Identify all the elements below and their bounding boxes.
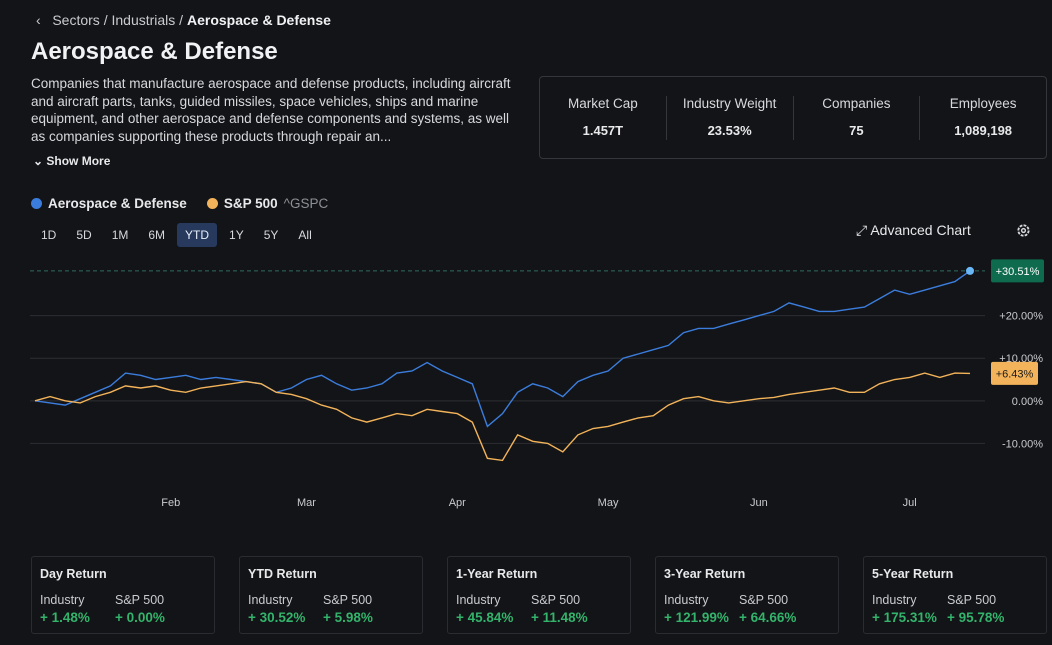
x-tick-label: Feb bbox=[161, 497, 180, 509]
sp-return: + 5.98% bbox=[323, 610, 373, 625]
range-button[interactable]: 1M bbox=[111, 228, 129, 242]
sp-return: + 11.48% bbox=[531, 610, 588, 625]
return-card: 1-Year Return Industry S&P 500 + 45.84% + 11… bbox=[447, 556, 631, 634]
return-card: Day Return Industry S&P 500 + 1.48% + 0.00% bbox=[31, 556, 215, 634]
chart: -10.00%0.00%+10.00%+20.00%Feb Mar Apr May Ju… bbox=[30, 259, 1044, 509]
sp-label: S&P 500 bbox=[947, 593, 997, 607]
stat: Market Cap 1.457T bbox=[540, 95, 667, 140]
breadcrumb: ‹ Sectors / Industrials / Aerospace & De… bbox=[36, 12, 331, 28]
page-title: Aerospace & Defense bbox=[31, 38, 278, 65]
sp-return: + 95.78% bbox=[947, 610, 1005, 625]
last-value-box bbox=[991, 259, 1044, 283]
industry-return: + 1.48% bbox=[40, 610, 90, 625]
show-more[interactable]: ⌄ Show More bbox=[33, 154, 111, 168]
stat: Companies 75 bbox=[794, 95, 921, 140]
legend-label: S&P 500 bbox=[223, 196, 278, 211]
card-title: 3-Year Return bbox=[664, 567, 746, 581]
legend-label: Aerospace & Defense bbox=[48, 196, 187, 211]
stat: Employees 1,089,198 bbox=[920, 96, 1046, 140]
stat-value: 1.457T bbox=[582, 122, 624, 138]
settings-icon[interactable] bbox=[1016, 223, 1031, 238]
y-tick-label: 0.00% bbox=[1012, 396, 1043, 408]
card-title: 1-Year Return bbox=[456, 567, 538, 581]
last-value-label: +6.43% bbox=[996, 368, 1034, 380]
legend: Aerospace & Defense S&P 500 ^GSPC bbox=[31, 196, 328, 211]
legend-dot bbox=[31, 198, 42, 209]
range-button[interactable]: 6M bbox=[148, 228, 166, 242]
stats-box: Market Cap 1.457T Industry Weight 23.53% Com… bbox=[539, 76, 1047, 159]
stat-label: Companies bbox=[822, 95, 891, 111]
crumb-current: Aerospace & Defense bbox=[186, 12, 331, 28]
range-button[interactable]: 1D bbox=[41, 228, 57, 242]
return-card: YTD Return Industry S&P 500 + 30.52% + 5.98% bbox=[239, 556, 423, 634]
industry-label: Industry bbox=[40, 593, 85, 607]
range-button[interactable]: All bbox=[298, 228, 312, 242]
x-tick-label: May bbox=[598, 497, 619, 509]
last-value-box bbox=[991, 361, 1038, 385]
stat-value: 23.53% bbox=[707, 122, 752, 138]
x-tick-label: Apr bbox=[449, 497, 466, 509]
range-button[interactable]: YTD bbox=[177, 223, 218, 247]
range-tabs: 1D 5D 1M 6M YTD 1Y 5Y All bbox=[33, 223, 320, 247]
return-card: 3-Year Return Industry S&P 500 + 121.99% + 6… bbox=[655, 556, 839, 634]
sp-return: + 0.00% bbox=[115, 610, 165, 625]
range-button[interactable]: 5Y bbox=[263, 228, 279, 242]
stat-value: 1,089,198 bbox=[954, 122, 1013, 138]
stat-value: 75 bbox=[849, 122, 864, 138]
industry-label: Industry bbox=[664, 593, 709, 607]
ticker: ^GSPC bbox=[283, 196, 329, 211]
card-title: YTD Return bbox=[248, 567, 317, 581]
industry-label: Industry bbox=[872, 593, 917, 607]
card-title: Day Return bbox=[40, 567, 107, 581]
advanced-chart-text[interactable]: Advanced Chart bbox=[870, 222, 971, 238]
advanced-chart[interactable]: ⤢ Advanced Chart bbox=[856, 222, 971, 238]
sp-return: + 64.66% bbox=[739, 610, 797, 625]
legend-dot bbox=[206, 198, 218, 209]
range-button[interactable]: 1Y bbox=[229, 228, 244, 242]
series-line bbox=[34, 270, 971, 428]
stat-label: Industry Weight bbox=[682, 95, 777, 111]
industry-return: + 175.31% bbox=[872, 610, 937, 625]
industry-label: Industry bbox=[248, 593, 293, 607]
series-line bbox=[34, 372, 971, 462]
description: Companies that manufacture aerospace and… bbox=[31, 76, 511, 144]
return-card: 5-Year Return Industry S&P 500 + 175.31% + 9… bbox=[863, 556, 1047, 634]
last-value-label: +30.51% bbox=[996, 266, 1040, 278]
sp-label: S&P 500 bbox=[323, 593, 373, 607]
y-tick-label: -10.00% bbox=[1002, 438, 1043, 450]
x-tick-label: Mar bbox=[297, 497, 316, 509]
sp-label: S&P 500 bbox=[739, 593, 789, 607]
crumb-link[interactable]: Industrials bbox=[111, 12, 176, 28]
back-icon[interactable]: ‹ bbox=[36, 12, 49, 28]
stat: Industry Weight 23.53% bbox=[667, 95, 794, 140]
range-button[interactable]: 5D bbox=[76, 228, 92, 242]
stat-label: Employees bbox=[949, 95, 1017, 111]
last-point bbox=[966, 266, 974, 275]
y-tick-label: +20.00% bbox=[999, 311, 1043, 323]
sp-label: S&P 500 bbox=[531, 593, 581, 607]
industry-return: + 45.84% bbox=[456, 610, 514, 625]
stat-label: Market Cap bbox=[567, 95, 638, 111]
crumb-link[interactable]: Sectors bbox=[52, 12, 100, 28]
show-more-text[interactable]: Show More bbox=[46, 154, 111, 168]
x-tick-label: Jun bbox=[750, 497, 768, 509]
sp-label: S&P 500 bbox=[115, 593, 165, 607]
industry-return: + 121.99% bbox=[664, 610, 729, 625]
industry-return: + 30.52% bbox=[248, 610, 306, 625]
card-title: 5-Year Return bbox=[872, 567, 954, 581]
industry-label: Industry bbox=[456, 593, 501, 607]
x-tick-label: Jul bbox=[903, 497, 917, 509]
